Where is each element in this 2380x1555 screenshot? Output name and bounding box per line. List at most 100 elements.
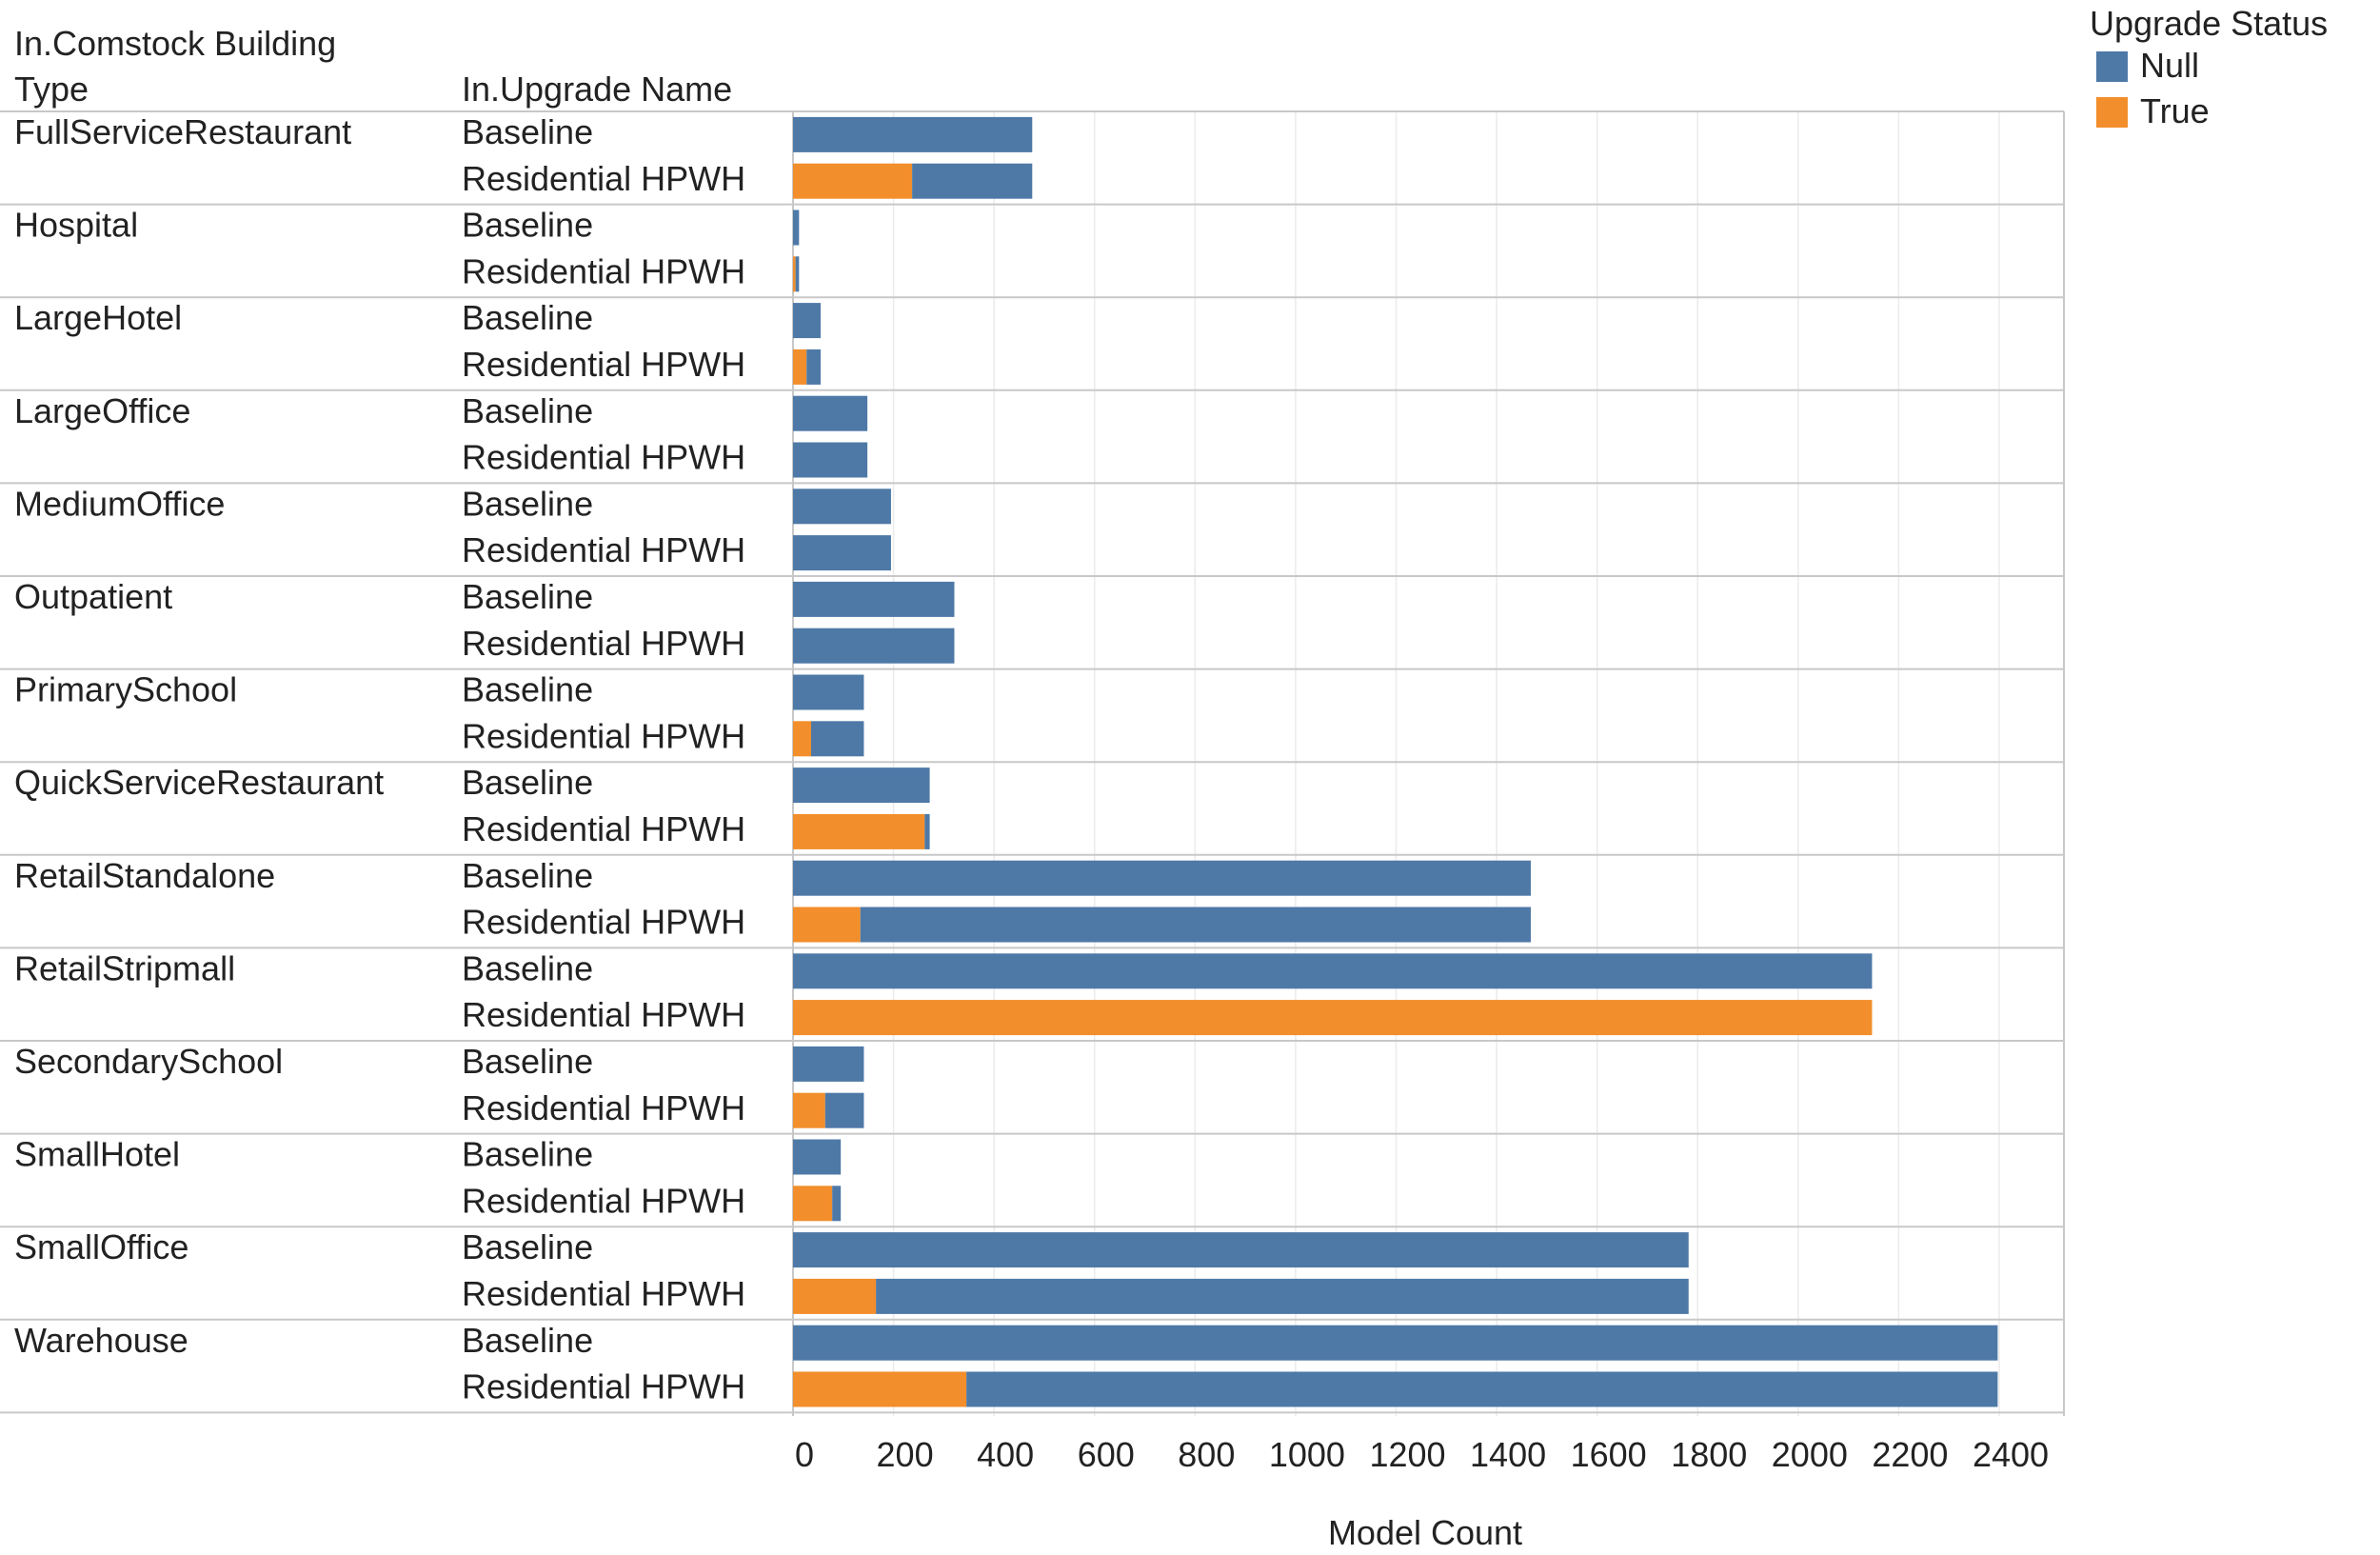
legend-swatch-null bbox=[2096, 51, 2128, 82]
upgrade-name-label: Baseline bbox=[462, 206, 593, 245]
bar-segment-true bbox=[793, 163, 913, 199]
x-tick-label: 1200 bbox=[1369, 1435, 1445, 1474]
bar-segment-true bbox=[793, 1092, 825, 1128]
upgrade-name-label: Baseline bbox=[462, 1321, 593, 1360]
bar-segment-null bbox=[966, 1371, 1998, 1407]
upgrade-name-label: Residential HPWH bbox=[462, 251, 745, 290]
legend-label-true: True bbox=[2140, 91, 2210, 130]
building-type-label: PrimarySchool bbox=[14, 670, 237, 709]
bar-segment-true bbox=[793, 813, 925, 849]
legend: Upgrade Status Null True bbox=[2090, 4, 2328, 130]
building-type-label: MediumOffice bbox=[14, 484, 225, 523]
upgrade-name-label: Residential HPWH bbox=[462, 995, 745, 1034]
upgrade-name-label: Baseline bbox=[462, 298, 593, 337]
upgrade-name-label: Baseline bbox=[462, 577, 593, 616]
bar-segment-null bbox=[793, 116, 1033, 152]
x-tick-label: 1600 bbox=[1571, 1435, 1647, 1474]
x-tick-label: 2400 bbox=[1973, 1435, 2049, 1474]
building-type-label: FullServiceRestaurant bbox=[14, 112, 351, 151]
row-labels: FullServiceRestaurant Baseline Residential… bbox=[14, 112, 745, 1406]
upgrade-name-label: Baseline bbox=[462, 948, 593, 987]
bar-segment-true bbox=[793, 349, 807, 385]
bar-segment-null bbox=[793, 953, 1873, 989]
upgrade-name-label: Baseline bbox=[462, 391, 593, 430]
x-tick-label: 0 bbox=[795, 1435, 814, 1474]
x-tick-label: 2200 bbox=[1872, 1435, 1948, 1474]
upgrade-name-label: Residential HPWH bbox=[462, 1181, 745, 1220]
bar-segment-null bbox=[811, 721, 864, 757]
x-tick-label: 2000 bbox=[1772, 1435, 1848, 1474]
bar-segment-null bbox=[806, 349, 822, 385]
upgrade-name-label: Residential HPWH bbox=[462, 1088, 745, 1127]
bar-segment-null bbox=[793, 1046, 864, 1082]
x-tick-label: 200 bbox=[877, 1435, 934, 1474]
x-tick-label: 1400 bbox=[1470, 1435, 1546, 1474]
x-axis: 0 200 400 600 800 1000 1200 1400 1600 1800 2000 220… bbox=[795, 1435, 2049, 1474]
upgrade-name-label: Residential HPWH bbox=[462, 809, 745, 848]
building-type-label: LargeOffice bbox=[14, 391, 190, 430]
bar-segment-true bbox=[793, 1186, 833, 1222]
building-type-label: SmallHotel bbox=[14, 1135, 180, 1174]
x-tick-label: 800 bbox=[1178, 1435, 1235, 1474]
x-tick-label: 1000 bbox=[1269, 1435, 1345, 1474]
bar-segment-null bbox=[860, 907, 1531, 943]
bar-segment-null bbox=[793, 768, 930, 804]
upgrade-name-label: Residential HPWH bbox=[462, 438, 745, 477]
bar-segment-null bbox=[795, 256, 800, 292]
bar-segment-null bbox=[793, 303, 822, 339]
bar-segment-null bbox=[912, 163, 1033, 199]
bar-segment-null bbox=[793, 1325, 1998, 1361]
bar-segment-null bbox=[793, 628, 955, 664]
upgrade-name-label: Baseline bbox=[462, 112, 593, 151]
bar-segment-null bbox=[793, 581, 955, 617]
bar-segment-null bbox=[793, 860, 1531, 896]
upgrade-name-label: Baseline bbox=[462, 856, 593, 895]
bar-segment-null bbox=[793, 395, 868, 431]
upgrade-name-label: Baseline bbox=[462, 1227, 593, 1266]
header-building-type-line2: Type bbox=[14, 70, 89, 109]
upgrade-name-label: Baseline bbox=[462, 670, 593, 709]
bar-segment-null bbox=[793, 1232, 1689, 1268]
header-building-type-line1: In.Comstock Building bbox=[14, 24, 336, 63]
upgrade-name-label: Residential HPWH bbox=[462, 530, 745, 569]
building-type-label: Warehouse bbox=[14, 1321, 188, 1360]
bar-segment-null bbox=[876, 1278, 1689, 1314]
upgrade-name-label: Baseline bbox=[462, 1042, 593, 1081]
bar-segment-null bbox=[793, 674, 864, 710]
upgrade-name-label: Baseline bbox=[462, 484, 593, 523]
legend-swatch-true bbox=[2096, 97, 2128, 128]
upgrade-name-label: Baseline bbox=[462, 1135, 593, 1174]
bar-segment-true bbox=[793, 1000, 1873, 1036]
upgrade-name-label: Residential HPWH bbox=[462, 159, 745, 198]
bar-segment-true bbox=[793, 256, 796, 292]
bars bbox=[793, 116, 1998, 1407]
upgrade-name-label: Residential HPWH bbox=[462, 345, 745, 384]
x-tick-label: 1800 bbox=[1671, 1435, 1747, 1474]
building-type-label: RetailStripmall bbox=[14, 948, 235, 987]
upgrade-name-label: Residential HPWH bbox=[462, 1274, 745, 1313]
x-axis-title: Model Count bbox=[1328, 1513, 1522, 1550]
upgrade-name-label: Residential HPWH bbox=[462, 624, 745, 663]
x-tick-label: 600 bbox=[1078, 1435, 1135, 1474]
legend-label-null: Null bbox=[2140, 46, 2199, 85]
bar-segment-true bbox=[793, 1371, 967, 1407]
building-type-label: LargeHotel bbox=[14, 298, 182, 337]
bar-segment-null bbox=[793, 1139, 842, 1175]
bar-segment-null bbox=[824, 1092, 864, 1128]
building-type-label: QuickServiceRestaurant bbox=[14, 763, 384, 802]
upgrade-name-label: Residential HPWH bbox=[462, 716, 745, 755]
upgrade-name-label: Residential HPWH bbox=[462, 903, 745, 942]
bar-segment-true bbox=[793, 1278, 877, 1314]
bar-segment-null bbox=[793, 442, 868, 478]
building-type-label: Hospital bbox=[14, 206, 138, 245]
building-type-label: RetailStandalone bbox=[14, 856, 275, 895]
building-type-label: Outpatient bbox=[14, 577, 172, 616]
bar-segment-null bbox=[793, 488, 891, 525]
x-tick-label: 400 bbox=[977, 1435, 1034, 1474]
bar-segment-null bbox=[832, 1186, 842, 1222]
gridlines bbox=[892, 111, 2000, 1416]
legend-title: Upgrade Status bbox=[2090, 4, 2328, 43]
row-frame bbox=[0, 110, 2065, 1416]
